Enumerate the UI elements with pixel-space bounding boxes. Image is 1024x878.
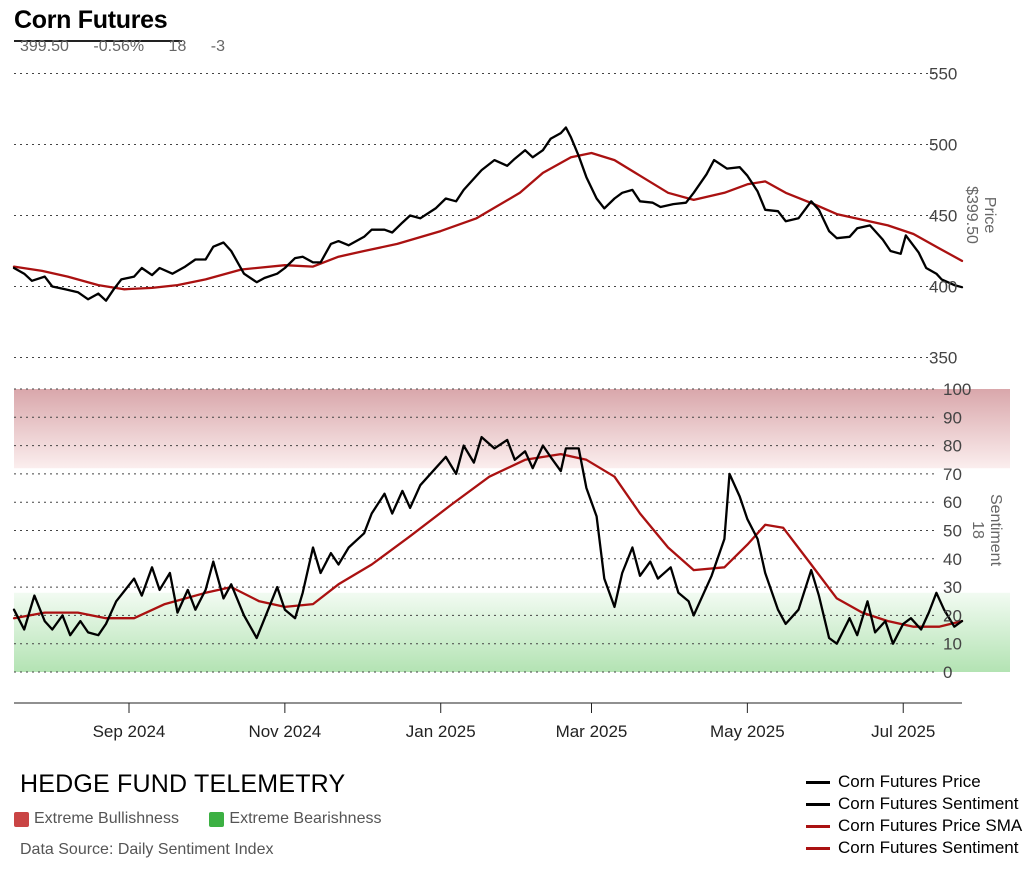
sentiment-axis-title: Sentiment18 [969,494,1004,567]
sentiment-tick-label: 40 [943,550,962,569]
price-tick-label: 450 [929,207,957,226]
legend-swatch [806,802,830,806]
bullish-swatch [14,811,29,827]
zone-legend-bullish[interactable]: Extreme Bullishness [14,810,179,828]
bearish-swatch [209,811,225,827]
price-axis-title: Price$399.50 [963,186,998,244]
legend-item-sentiment-sma[interactable]: Corn Futures Sentiment SMA [806,837,1024,859]
sentiment-tick-label: 90 [943,408,962,427]
price-tick-label: 400 [929,278,957,297]
sentiment-change: -3 [210,38,226,55]
legend-item-sentiment[interactable]: Corn Futures Sentiment [806,793,1024,815]
x-tick-label: Mar 2025 [556,722,628,741]
percent-change: -0.56% [93,38,145,55]
sentiment-tick-label: 70 [943,465,962,484]
zone-label: Extreme Bullishness [34,810,179,827]
sentiment-tick-label: 20 [943,606,962,625]
sentiment-line [12,435,964,645]
zone-label: Extreme Bearishness [229,810,382,827]
zone-legend-bearish[interactable]: Extreme Bearishness [209,810,381,828]
x-tick-label: Jul 2025 [871,722,935,741]
legend-item-price[interactable]: Corn Futures Price [806,771,1024,793]
x-tick-label: May 2025 [710,722,785,741]
sentiment-tick-label: 80 [943,437,962,456]
price-tick-label: 500 [929,136,957,155]
price-tick-label: 550 [929,65,957,84]
series-legend: Corn Futures Price Corn Futures Sentimen… [806,771,1024,859]
price-tick-label: 350 [929,349,957,368]
sentiment-tick-label: 0 [943,663,952,682]
brand-name: HEDGE FUND TELEMETRY [20,770,346,798]
price-sma-line [12,151,964,291]
data-source: Data Source: Daily Sentiment Index [20,841,274,858]
price-line [12,126,964,302]
sentiment-tick-label: 60 [943,493,962,512]
legend-label: Corn Futures Price [838,772,981,791]
legend-swatch [806,824,830,828]
legend-label: Corn Futures Price SMA [838,816,1023,835]
chart-title: Corn Futures [14,6,168,34]
sentiment-value: 18 [168,38,187,55]
legend-swatch [806,846,830,850]
quote-stats: 399.50 -0.56% 18 -3 [20,38,245,56]
sentiment-sma-line [12,452,964,628]
legend-label: Corn Futures Sentiment SMA [838,838,1024,857]
legend-swatch [806,780,830,784]
legend-label: Corn Futures Sentiment [838,794,1019,813]
x-tick-label: Sep 2024 [93,722,166,741]
x-tick-label: Nov 2024 [248,722,321,741]
sentiment-tick-label: 10 [943,635,962,654]
sentiment-tick-label: 50 [943,522,962,541]
title-underline [14,40,182,42]
x-tick-label: Jan 2025 [406,722,476,741]
sentiment-tick-label: 30 [943,578,962,597]
legend-item-price-sma[interactable]: Corn Futures Price SMA [806,815,1024,837]
sentiment-tick-label: 100 [943,380,971,399]
last-price: 399.50 [20,38,69,55]
zone-legend: Extreme Bullishness Extreme Bearishness [14,810,407,832]
extreme-bullishness-band [14,389,1010,469]
